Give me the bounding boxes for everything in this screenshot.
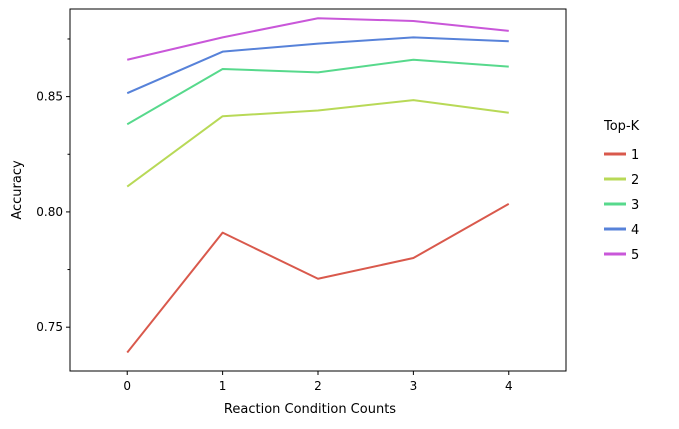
series-line-1 — [126, 202, 510, 354]
legend-title: Top-K — [603, 119, 640, 134]
legend-label-3: 3 — [631, 198, 639, 213]
x-tick-label: 2 — [314, 379, 322, 393]
y-tick-label: 0.75 — [36, 320, 63, 334]
plot-area — [126, 17, 510, 354]
series-line-3 — [126, 58, 509, 126]
x-tick-label: 1 — [219, 379, 227, 393]
y-tick-label: 0.80 — [36, 205, 63, 219]
y-tick-label: 0.85 — [36, 90, 63, 104]
y-axis-label: Accuracy — [10, 160, 25, 220]
plot-frame — [69, 8, 567, 372]
legend-label-2: 2 — [631, 173, 639, 188]
legend-label-4: 4 — [631, 223, 639, 238]
x-tick-label: 4 — [505, 379, 513, 393]
series-line-2 — [126, 99, 509, 188]
series-line-5 — [127, 17, 509, 61]
x-tick-label: 0 — [123, 379, 131, 393]
x-axis-label: Reaction Condition Counts — [224, 402, 396, 417]
x-tick-label: 3 — [410, 379, 418, 393]
legend-label-5: 5 — [631, 248, 639, 263]
series-line-4 — [126, 36, 509, 95]
axes: 0 1 2 3 4 0.75 0.80 0.85 — [36, 8, 567, 393]
legend: Top-K 1 2 3 4 5 — [603, 119, 640, 263]
legend-label-1: 1 — [631, 148, 639, 163]
